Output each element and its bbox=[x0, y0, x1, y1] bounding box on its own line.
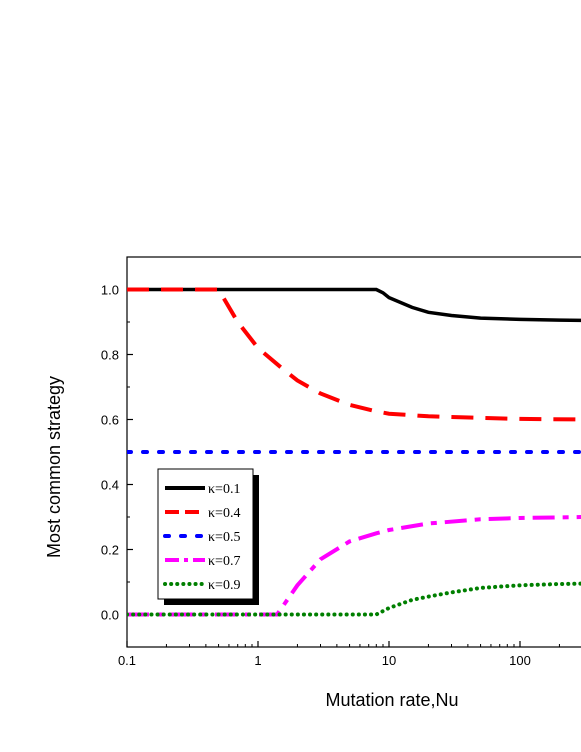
x-axis-title: Mutation rate,Nu bbox=[325, 690, 458, 710]
x-tick-label: 0.1 bbox=[118, 653, 136, 668]
y-tick-label: 0.0 bbox=[101, 608, 119, 623]
y-tick-label: 1.0 bbox=[101, 283, 119, 298]
legend-label: κ=0.5 bbox=[208, 530, 240, 545]
legend-box bbox=[157, 468, 254, 600]
x-axis-ticks: 0.1 1 10 100 bbox=[118, 641, 531, 668]
series-line-5 bbox=[127, 581, 581, 617]
legend: κ=0.1 κ=0.4 κ=0.5 κ=0.7 κ=0.9 bbox=[157, 468, 259, 605]
y-tick-label: 0.8 bbox=[101, 348, 119, 363]
legend-label: κ=0.9 bbox=[208, 578, 240, 593]
legend-label: κ=0.1 bbox=[208, 482, 240, 497]
y-axis-title: Most common strategy bbox=[44, 376, 64, 558]
y-axis-ticks: 0.0 0.2 0.4 0.6 0.8 1.0 bbox=[101, 283, 133, 623]
series-line-1 bbox=[127, 287, 581, 323]
legend-label: κ=0.4 bbox=[208, 506, 240, 521]
x-tick-label: 100 bbox=[509, 653, 531, 668]
legend-items: κ=0.1 κ=0.4 κ=0.5 κ=0.7 κ=0.9 bbox=[163, 482, 240, 593]
x-tick-label: 10 bbox=[382, 653, 396, 668]
series-layer bbox=[127, 287, 581, 617]
y-tick-label: 0.4 bbox=[101, 478, 119, 493]
y-tick-label: 0.2 bbox=[101, 543, 119, 558]
y-tick-label: 0.6 bbox=[101, 413, 119, 428]
legend-label: κ=0.7 bbox=[208, 554, 240, 569]
series-line-2 bbox=[127, 287, 581, 422]
x-tick-label: 1 bbox=[254, 653, 261, 668]
